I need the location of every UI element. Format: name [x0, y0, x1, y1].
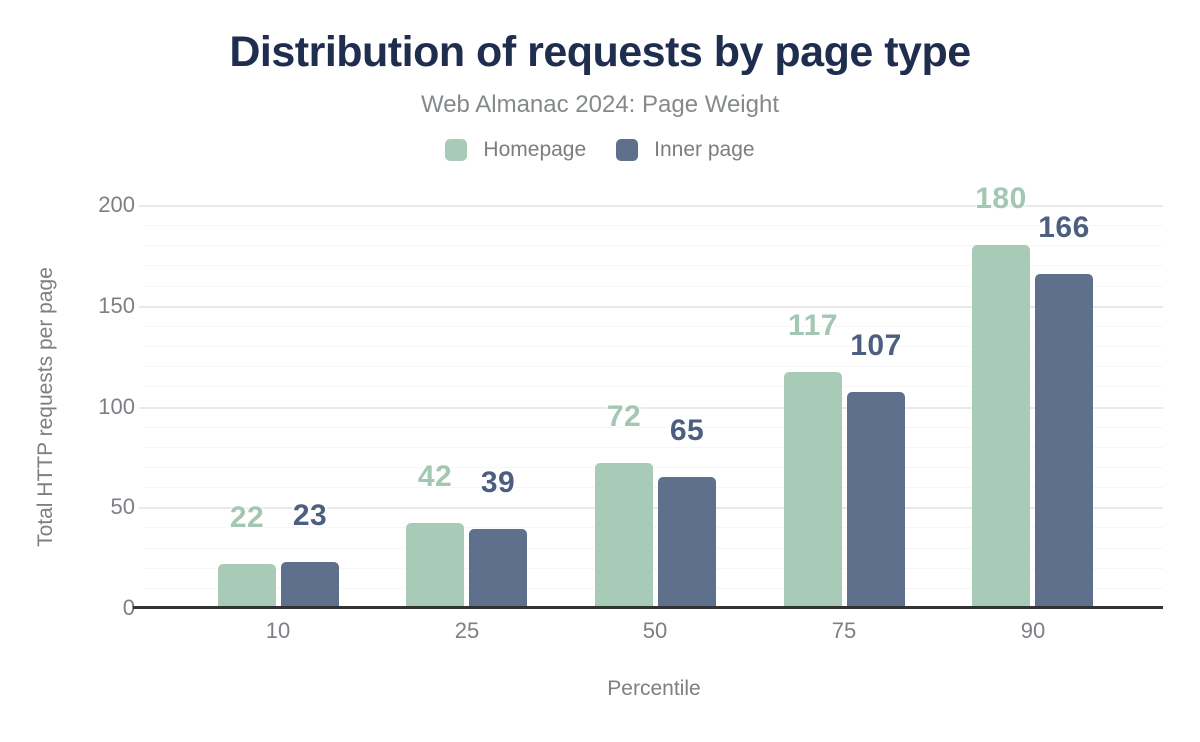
bar-value-label: 107: [850, 329, 902, 362]
bar-value-label: 42: [417, 460, 453, 493]
bar-value-label: 65: [669, 414, 705, 447]
gridline-minor: [145, 427, 1163, 428]
y-tick-label: 50: [110, 494, 135, 519]
legend-swatch-icon: [445, 139, 468, 161]
gridline-minor: [145, 588, 1163, 589]
x-axis-line: [133, 606, 1163, 609]
gridline-minor: [145, 346, 1163, 347]
y-tick-label: 150: [98, 293, 135, 318]
y-tick-label: 0: [122, 595, 135, 620]
gridline-minor: [145, 467, 1163, 468]
gridline-minor: [145, 527, 1163, 528]
bar-value-label: 23: [292, 499, 328, 532]
bar-value-label: 180: [975, 182, 1027, 215]
bar-value-label: 22: [229, 501, 265, 534]
gridline-minor: [145, 366, 1163, 367]
bar-inner-page-p10[interactable]: [281, 562, 339, 608]
legend-item-inner-page: Inner page: [616, 138, 755, 162]
bar-inner-page-p25[interactable]: [469, 529, 527, 608]
chart-subtitle: Web Almanac 2024: Page Weight: [420, 91, 779, 118]
gridline-major: [139, 306, 1163, 308]
x-axis-title: Percentile: [607, 677, 701, 700]
legend-item-homepage: Homepage: [445, 138, 586, 162]
gridline-minor: [145, 548, 1163, 549]
gridline-major: [139, 205, 1163, 207]
bar-homepage-p10[interactable]: [218, 564, 276, 608]
bar-value-label: 72: [606, 400, 642, 433]
bar-value-label: 166: [1038, 211, 1090, 244]
bar-inner-page-p50[interactable]: [658, 477, 716, 608]
x-tick-label: 75: [831, 618, 857, 643]
y-tick-label: 100: [98, 394, 135, 419]
bar-homepage-p90[interactable]: [972, 245, 1030, 608]
bar-inner-page-p90[interactable]: [1035, 274, 1093, 608]
bar-inner-page-p75[interactable]: [847, 392, 905, 608]
gridline-minor: [145, 245, 1163, 246]
x-tick-label: 90: [1020, 618, 1046, 643]
x-tick-label: 10: [265, 618, 291, 643]
chart-title: Distribution of requests by page type: [229, 28, 971, 76]
x-tick-label: 50: [642, 618, 668, 643]
bar-homepage-p25[interactable]: [406, 523, 464, 608]
gridline-major: [139, 407, 1163, 409]
bar-homepage-p75[interactable]: [784, 372, 842, 608]
gridline-minor: [145, 225, 1163, 226]
bar-value-label: 117: [788, 309, 838, 342]
bar-homepage-p50[interactable]: [595, 463, 653, 608]
gridline-minor: [145, 265, 1163, 266]
bar-value-label: 39: [480, 466, 516, 499]
gridline-minor: [145, 568, 1163, 569]
gridline-minor: [145, 386, 1163, 387]
legend-label: Inner page: [654, 138, 755, 161]
gridline-minor: [145, 447, 1163, 448]
gridline-minor: [145, 326, 1163, 327]
chart-legend: Homepage Inner page: [0, 138, 1200, 162]
gridline-minor: [145, 286, 1163, 287]
legend-label: Homepage: [483, 138, 587, 161]
legend-swatch-icon: [616, 139, 639, 161]
y-tick-label: 200: [98, 192, 135, 217]
x-tick-label: 25: [454, 618, 480, 643]
y-axis-title: Total HTTP requests per page: [34, 267, 57, 547]
gridline-minor: [145, 487, 1163, 488]
